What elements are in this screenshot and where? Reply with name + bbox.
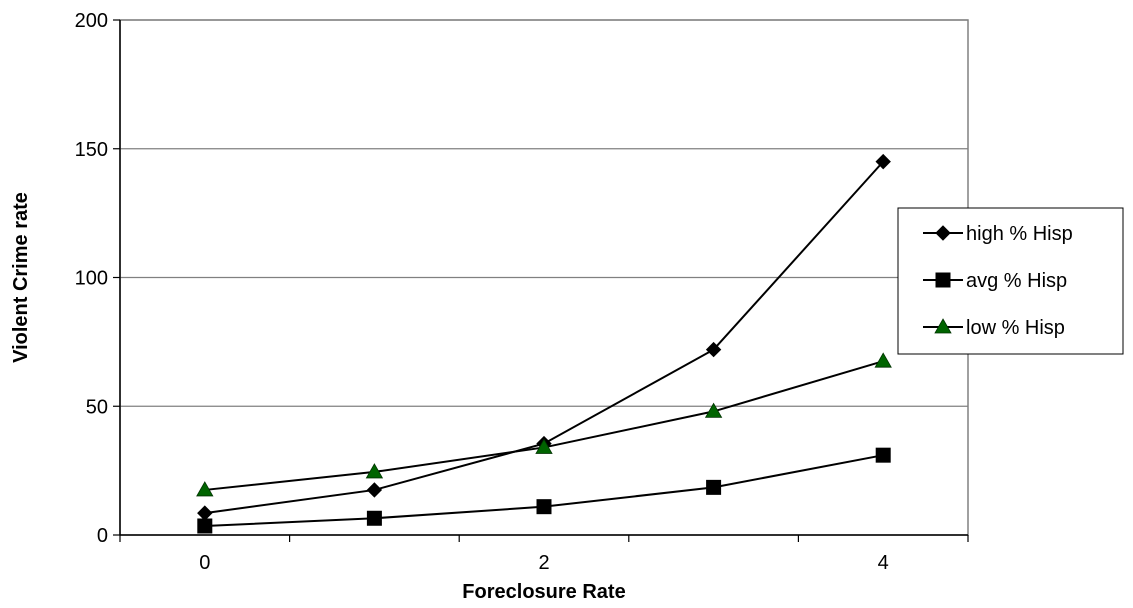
y-tick-label-200: 200 bbox=[75, 10, 108, 32]
series-line-1 bbox=[204, 454, 884, 527]
legend-label-2: low % Hisp bbox=[966, 317, 1065, 339]
x-axis-title: Foreclosure Rate bbox=[462, 581, 625, 603]
legend-marker-2 bbox=[934, 318, 952, 334]
data-point-2-4 bbox=[874, 352, 892, 368]
series-2 bbox=[196, 352, 892, 497]
x-tick-label-2: 2 bbox=[538, 552, 549, 574]
data-point-0-1 bbox=[366, 482, 383, 498]
y-tick-label-150: 150 bbox=[75, 139, 108, 161]
data-point-2-1 bbox=[365, 463, 384, 479]
data-point-1-3 bbox=[706, 479, 722, 495]
tick-labels: 0 50 100 150 200 0 2 4 bbox=[75, 10, 889, 574]
legend-label-0: high % Hisp bbox=[966, 223, 1073, 245]
data-point-2-3 bbox=[704, 402, 723, 418]
data-point-1-1 bbox=[366, 510, 382, 526]
x-tick-label-4: 4 bbox=[878, 552, 889, 574]
data-point-0-0 bbox=[197, 505, 213, 521]
data-point-1-4 bbox=[875, 447, 891, 463]
y-axis-title: Violent Crime rate bbox=[10, 192, 32, 363]
data-point-2-0 bbox=[196, 481, 214, 497]
series-line-2 bbox=[204, 360, 884, 491]
legend-marker-0 bbox=[935, 225, 951, 241]
y-tick-label-50: 50 bbox=[86, 396, 108, 418]
data-point-1-2 bbox=[536, 499, 552, 515]
legend: high % Hisp avg % Hisp low % Hisp bbox=[897, 207, 1124, 355]
series-line-0 bbox=[204, 160, 884, 515]
series-layer bbox=[196, 153, 892, 534]
x-tick-label-0: 0 bbox=[199, 552, 210, 574]
series-0 bbox=[197, 153, 891, 521]
data-point-0-4 bbox=[875, 153, 891, 170]
gridlines bbox=[120, 19, 968, 407]
data-point-0-3 bbox=[705, 341, 722, 358]
data-point-2-2 bbox=[535, 438, 553, 454]
y-tick-label-0: 0 bbox=[97, 525, 108, 547]
series-1 bbox=[197, 447, 891, 534]
data-point-1-0 bbox=[197, 518, 213, 534]
axes bbox=[113, 19, 969, 542]
y-tick-label-100: 100 bbox=[75, 268, 108, 290]
legend-label-1: avg % Hisp bbox=[966, 270, 1067, 292]
legend-marker-1 bbox=[935, 272, 951, 288]
